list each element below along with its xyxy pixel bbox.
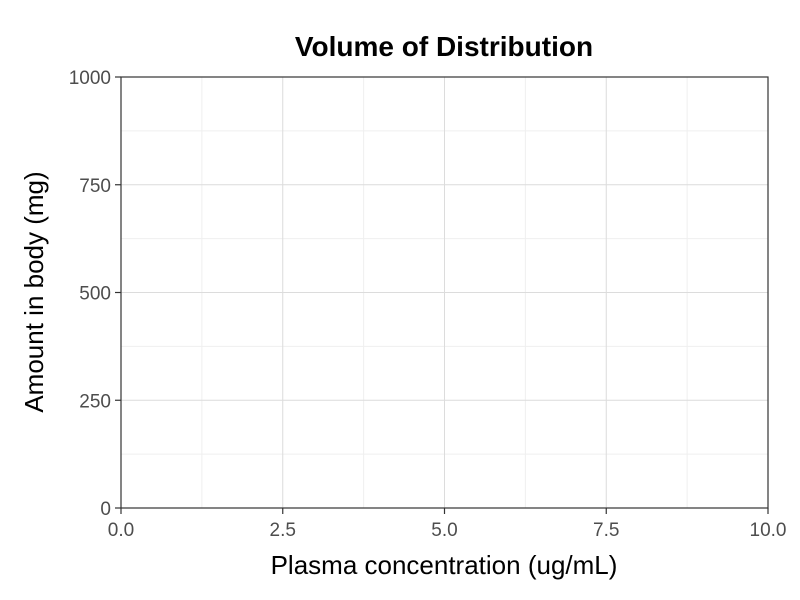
x-tick-label: 7.5 <box>593 520 619 541</box>
axis-ticks: 0.0 2.5 5.0 7.5 10.0 0 250 500 750 1000 <box>69 68 787 541</box>
x-tick-label: 10.0 <box>750 520 787 541</box>
y-axis-title: Amount in body (mg) <box>19 171 49 412</box>
y-tick-label: 1000 <box>69 68 111 89</box>
chart-grid <box>120 76 769 509</box>
chart-title: Volume of Distribution <box>295 31 593 62</box>
x-tick-label: 0.0 <box>108 520 134 541</box>
y-tick-label: 250 <box>79 391 111 412</box>
x-tick-label: 5.0 <box>431 520 457 541</box>
x-tick-label: 2.5 <box>270 520 296 541</box>
y-tick-label: 750 <box>79 176 111 197</box>
x-axis-title: Plasma concentration (ug/mL) <box>271 550 618 580</box>
y-tick-label: 500 <box>79 284 111 305</box>
y-tick-label: 0 <box>100 499 111 520</box>
